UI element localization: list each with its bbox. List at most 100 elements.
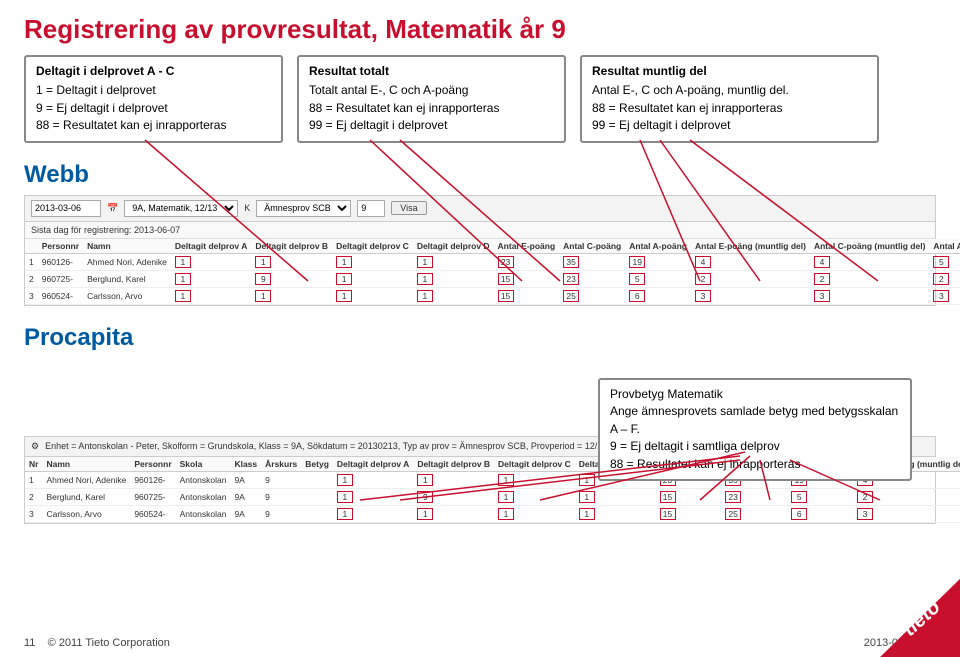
col-header: Namn (42, 457, 130, 472)
webb-table: PersonnrNamnDeltagit delprov A Deltagit d… (25, 239, 960, 305)
cell: 9A (230, 488, 261, 505)
cell: 9A (230, 471, 261, 488)
box-line: 1 = Deltagit i delprovet (36, 82, 271, 99)
class-select[interactable]: 9A, Matematik, 12/13 (124, 200, 238, 217)
box-line: 88 = Resultatet kan ej inrapporteras (610, 456, 900, 473)
cell (301, 471, 333, 488)
col-header: Antal E-poäng (494, 239, 560, 254)
cell: 9 (261, 471, 301, 488)
cell: Ahmed Nori, Adenike (83, 253, 171, 270)
cell: 1 (251, 253, 332, 270)
cell (301, 505, 333, 522)
cell: 2 (929, 270, 960, 287)
calendar-icon[interactable]: 📅 (107, 203, 118, 214)
cell: 1 (413, 505, 494, 522)
col-header: Antal A-poäng (muntlig del) (929, 239, 960, 254)
box-line: 88 = Resultatet kan ej inrapporteras (309, 100, 554, 117)
col-header: Deltagit delprov D (413, 239, 494, 254)
col-header: Personnr (130, 457, 175, 472)
cell: 1 (171, 270, 251, 287)
col-header: Antal C-poäng (559, 239, 625, 254)
footer: 11 © 2011 Tieto Corporation 2013-02-14 (24, 637, 920, 649)
cell: 3 (691, 287, 810, 304)
table-row[interactable]: 3Carlsson, Arvo960524-Antonskolan9A91111… (25, 505, 960, 522)
cell: 1 (25, 253, 38, 270)
table-row[interactable]: 3960524-Carlsson, Arvo111115256333D (25, 287, 960, 304)
cell: 23 (721, 488, 787, 505)
cell: 9 (251, 270, 332, 287)
cell: 960524- (38, 287, 83, 304)
cell: 2 (810, 270, 929, 287)
box-provbetyg: Provbetyg Matematik Ange ämnesprovets sa… (598, 378, 912, 481)
col-header: Deltagit delprov A (333, 457, 413, 472)
copyright: © 2011 Tieto Corporation (48, 637, 170, 649)
box-line: Antal E-, C och A-poäng, muntlig del. (592, 82, 867, 99)
table-row[interactable]: 2960725-Berglund, Karel1911152352229 (25, 270, 960, 287)
box-head: Deltagit i delprovet A - C (36, 63, 271, 80)
webb-toolbar: 📅 9A, Matematik, 12/13 K Ämnesprov SCB V… (25, 196, 935, 222)
cell: 1 (332, 253, 413, 270)
cell: 1 (171, 287, 251, 304)
box-line: 9 = Ej deltagit i samtliga delprov (610, 438, 900, 455)
col-header: Namn (83, 239, 171, 254)
col-header: Deltagit delprov A (171, 239, 251, 254)
cell: 2 (25, 488, 42, 505)
cell: 23 (494, 253, 560, 270)
cell: 1 (575, 505, 656, 522)
cell: 15 (656, 505, 722, 522)
table-row[interactable]: 2Berglund, Karel960725-Antonskolan9A9191… (25, 488, 960, 505)
col-header: Nr (25, 457, 42, 472)
date-input[interactable] (31, 200, 101, 217)
cell: 6 (625, 287, 691, 304)
cell: 5 (625, 270, 691, 287)
page-number: 11 (24, 637, 35, 649)
col-header: Antal C-poäng (muntlig del) (810, 239, 929, 254)
cell: 1 (494, 505, 575, 522)
col-header: Skola (176, 457, 231, 472)
section-label-procapita: Procapita (0, 306, 960, 358)
col-header: Deltagit delprov C (494, 457, 575, 472)
webb-screenshot: 📅 9A, Matematik, 12/13 K Ämnesprov SCB V… (24, 195, 936, 306)
cell: 6 (787, 505, 853, 522)
cell: Carlsson, Arvo (42, 505, 130, 522)
section-label-webb: Webb (0, 143, 960, 195)
cell: Ahmed Nori, Adenike (42, 471, 130, 488)
cell: Berglund, Karel (83, 270, 171, 287)
cell: 23 (559, 270, 625, 287)
cell: 1 (494, 471, 575, 488)
cell: Carlsson, Arvo (83, 287, 171, 304)
cell: 9 (261, 505, 301, 522)
cell: 9A (230, 505, 261, 522)
cell: 15 (494, 270, 560, 287)
subject-select[interactable]: Ämnesprov SCB (256, 200, 351, 217)
cell: 3 (25, 505, 42, 522)
cell: 25 (559, 287, 625, 304)
cell: 960126- (38, 253, 83, 270)
cell: 960524- (130, 505, 175, 522)
cell: 19 (625, 253, 691, 270)
col-header (25, 239, 38, 254)
cell: 1 (413, 270, 494, 287)
cell: 1 (333, 471, 413, 488)
box-line: 9 = Ej deltagit i delprovet (36, 100, 271, 117)
cell: 15 (656, 488, 722, 505)
grade-input[interactable] (357, 200, 385, 217)
col-header: Personnr (38, 239, 83, 254)
cell: 1 (332, 287, 413, 304)
cell: Antonskolan (176, 488, 231, 505)
cell: 5 (787, 488, 853, 505)
filter-icon[interactable]: ⚙ (31, 441, 39, 452)
visa-button[interactable]: Visa (391, 201, 426, 215)
cell: 5 (929, 253, 960, 270)
cell: 960126- (130, 471, 175, 488)
cell: 1 (171, 253, 251, 270)
cell (301, 488, 333, 505)
k-label: K (244, 203, 250, 213)
info-box-row: Deltagit i delprovet A - C 1 = Deltagit … (0, 55, 960, 143)
table-row[interactable]: 1960126-Ahmed Nori, Adenike1111233519445… (25, 253, 960, 270)
cell: 9 (413, 488, 494, 505)
cell: 4 (810, 253, 929, 270)
cell: 3 (810, 287, 929, 304)
cell: 1 (333, 505, 413, 522)
cell: 9 (261, 488, 301, 505)
